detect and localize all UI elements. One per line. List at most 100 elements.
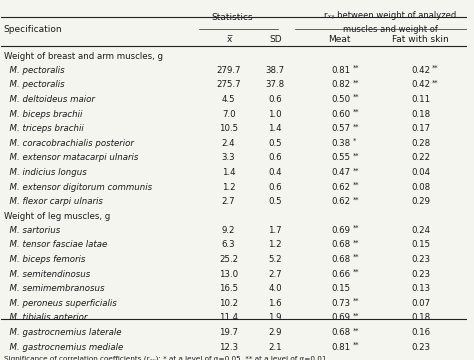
- Text: 38.7: 38.7: [265, 66, 285, 75]
- Text: M. triceps brachii: M. triceps brachii: [4, 124, 83, 133]
- Text: 0.28: 0.28: [411, 139, 430, 148]
- Text: **: **: [353, 182, 359, 188]
- Text: x̅: x̅: [227, 35, 232, 44]
- Text: 279.7: 279.7: [217, 66, 241, 75]
- Text: 6.3: 6.3: [222, 240, 236, 249]
- Text: **: **: [353, 80, 359, 86]
- Text: Fat with skin: Fat with skin: [392, 35, 449, 44]
- Text: 0.08: 0.08: [411, 183, 430, 192]
- Text: M. tibialis anterior: M. tibialis anterior: [4, 314, 87, 323]
- Text: 4.0: 4.0: [268, 284, 282, 293]
- Text: 0.66: 0.66: [332, 270, 351, 279]
- Text: 0.04: 0.04: [411, 168, 430, 177]
- Text: M. flexor carpi ulnaris: M. flexor carpi ulnaris: [4, 197, 102, 206]
- Text: muscles and weight of: muscles and weight of: [343, 25, 438, 34]
- Text: Specification: Specification: [4, 25, 63, 34]
- Text: M. biceps brachii: M. biceps brachii: [4, 109, 82, 118]
- Text: 0.62: 0.62: [332, 197, 351, 206]
- Text: 0.15: 0.15: [332, 284, 351, 293]
- Text: **: **: [353, 298, 359, 304]
- Text: Significance of correlation coefficients (rₓᵧ): * at a level of α=0.05, ** at a : Significance of correlation coefficients…: [4, 356, 328, 360]
- Text: 0.23: 0.23: [411, 343, 430, 352]
- Text: 0.62: 0.62: [332, 183, 351, 192]
- Text: **: **: [353, 94, 359, 100]
- Text: 25.2: 25.2: [219, 255, 238, 264]
- Text: Weight of breast and arm muscles, g: Weight of breast and arm muscles, g: [4, 52, 163, 61]
- Text: 1.0: 1.0: [268, 109, 282, 118]
- Text: 1.4: 1.4: [222, 168, 236, 177]
- Text: 0.18: 0.18: [411, 314, 430, 323]
- Text: 0.13: 0.13: [411, 284, 430, 293]
- Text: *: *: [353, 138, 356, 144]
- Text: 0.15: 0.15: [411, 240, 430, 249]
- Text: **: **: [432, 80, 438, 86]
- Text: **: **: [353, 109, 359, 115]
- Text: 2.1: 2.1: [268, 343, 282, 352]
- Text: 0.24: 0.24: [411, 226, 430, 235]
- Text: 2.7: 2.7: [222, 197, 236, 206]
- Text: **: **: [432, 65, 438, 71]
- Text: 0.22: 0.22: [411, 153, 430, 162]
- Text: M. coracobrachialis posterior: M. coracobrachialis posterior: [4, 139, 134, 148]
- Text: 0.57: 0.57: [332, 124, 351, 133]
- Text: 19.7: 19.7: [219, 328, 238, 337]
- Text: 0.47: 0.47: [332, 168, 351, 177]
- Text: 9.2: 9.2: [222, 226, 236, 235]
- Text: 0.5: 0.5: [268, 197, 282, 206]
- Text: 11.4: 11.4: [219, 314, 238, 323]
- Text: **: **: [353, 313, 359, 319]
- Text: 0.50: 0.50: [332, 95, 351, 104]
- Text: 0.17: 0.17: [411, 124, 430, 133]
- Text: **: **: [353, 153, 359, 159]
- Text: 12.3: 12.3: [219, 343, 238, 352]
- Text: 2.7: 2.7: [268, 270, 282, 279]
- Text: 0.23: 0.23: [411, 255, 430, 264]
- Text: 0.6: 0.6: [268, 183, 282, 192]
- Text: 0.68: 0.68: [332, 328, 351, 337]
- Text: **: **: [353, 269, 359, 275]
- Text: M. extensor matacarpi ulnaris: M. extensor matacarpi ulnaris: [4, 153, 138, 162]
- Text: 1.7: 1.7: [268, 226, 282, 235]
- Text: 2.4: 2.4: [222, 139, 236, 148]
- Text: rₓᵧ between weight of analyzed: rₓᵧ between weight of analyzed: [324, 12, 456, 21]
- Text: 13.0: 13.0: [219, 270, 238, 279]
- Text: Meat: Meat: [328, 35, 350, 44]
- Text: 0.82: 0.82: [332, 80, 351, 89]
- Text: M. semimembranosus: M. semimembranosus: [4, 284, 104, 293]
- Text: 0.81: 0.81: [332, 66, 351, 75]
- Text: 10.2: 10.2: [219, 299, 238, 308]
- Text: 0.23: 0.23: [411, 270, 430, 279]
- Text: 1.2: 1.2: [222, 183, 236, 192]
- Text: 0.6: 0.6: [268, 95, 282, 104]
- Text: **: **: [353, 225, 359, 231]
- Text: 0.69: 0.69: [332, 314, 351, 323]
- Text: 0.69: 0.69: [332, 226, 351, 235]
- Text: 1.2: 1.2: [268, 240, 282, 249]
- Text: **: **: [353, 167, 359, 174]
- Text: SD: SD: [270, 35, 283, 44]
- Text: 10.5: 10.5: [219, 124, 238, 133]
- Text: 0.42: 0.42: [411, 80, 430, 89]
- Text: M. peroneus superficialis: M. peroneus superficialis: [4, 299, 117, 308]
- Text: M. deltoideus maior: M. deltoideus maior: [4, 95, 95, 104]
- Text: 0.6: 0.6: [268, 153, 282, 162]
- Text: 0.73: 0.73: [332, 299, 351, 308]
- Text: 7.0: 7.0: [222, 109, 236, 118]
- Text: 1.6: 1.6: [268, 299, 282, 308]
- Text: 0.81: 0.81: [332, 343, 351, 352]
- Text: 0.18: 0.18: [411, 109, 430, 118]
- Text: 0.68: 0.68: [332, 240, 351, 249]
- Text: M. tensor fasciae latae: M. tensor fasciae latae: [4, 240, 107, 249]
- Text: 4.5: 4.5: [222, 95, 236, 104]
- Text: **: **: [353, 123, 359, 130]
- Text: **: **: [353, 328, 359, 333]
- Text: **: **: [353, 240, 359, 246]
- Text: 0.11: 0.11: [411, 95, 430, 104]
- Text: **: **: [353, 197, 359, 203]
- Text: 1.9: 1.9: [268, 314, 282, 323]
- Text: M. semitendinosus: M. semitendinosus: [4, 270, 90, 279]
- Text: 16.5: 16.5: [219, 284, 238, 293]
- Text: 0.68: 0.68: [332, 255, 351, 264]
- Text: 0.4: 0.4: [268, 168, 282, 177]
- Text: 37.8: 37.8: [265, 80, 285, 89]
